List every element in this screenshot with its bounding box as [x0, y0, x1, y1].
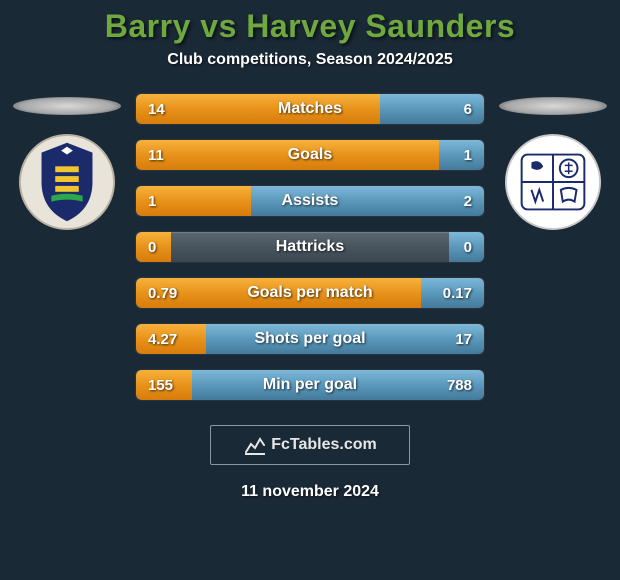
right-team-crest [504, 133, 602, 231]
stat-row: 146Matches [135, 93, 485, 125]
left-team-column [12, 93, 122, 231]
left-team-crest [18, 133, 116, 231]
right-bar [251, 186, 484, 216]
comparison-card: Barry vs Harvey Saunders Club competitio… [0, 0, 620, 580]
stats-column: 146Matches 111Goals 12Assists 00Hattricks 0.… [130, 93, 490, 401]
brand-box[interactable]: FcTables.com [210, 425, 410, 465]
stat-row: 4.2717Shots per goal [135, 323, 485, 355]
brand-logo-icon [243, 434, 267, 456]
main-area: 146Matches 111Goals 12Assists 00Hattricks 0.… [0, 93, 620, 401]
right-team-column [498, 93, 608, 231]
right-shadow [499, 97, 607, 115]
left-bar [136, 186, 251, 216]
stat-row: 0.790.17Goals per match [135, 277, 485, 309]
stat-label: Hattricks [136, 232, 484, 262]
page-title: Barry vs Harvey Saunders [105, 8, 515, 45]
crest-left-icon [18, 133, 116, 231]
stat-row: 00Hattricks [135, 231, 485, 263]
left-bar [136, 94, 380, 124]
left-bar [136, 278, 421, 308]
stat-row: 111Goals [135, 139, 485, 171]
left-bar [136, 140, 439, 170]
subtitle: Club competitions, Season 2024/2025 [167, 51, 452, 69]
right-bar [449, 232, 484, 262]
right-bar [206, 324, 484, 354]
left-shadow [13, 97, 121, 115]
right-bar [421, 278, 484, 308]
brand-text: FcTables.com [271, 436, 377, 454]
stat-row: 12Assists [135, 185, 485, 217]
right-bar [192, 370, 484, 400]
left-bar [136, 370, 192, 400]
left-bar [136, 232, 171, 262]
date-text: 11 november 2024 [241, 483, 379, 501]
left-bar [136, 324, 206, 354]
right-bar [439, 140, 484, 170]
crest-right-icon [504, 133, 602, 231]
right-bar [380, 94, 484, 124]
stat-row: 155788Min per goal [135, 369, 485, 401]
